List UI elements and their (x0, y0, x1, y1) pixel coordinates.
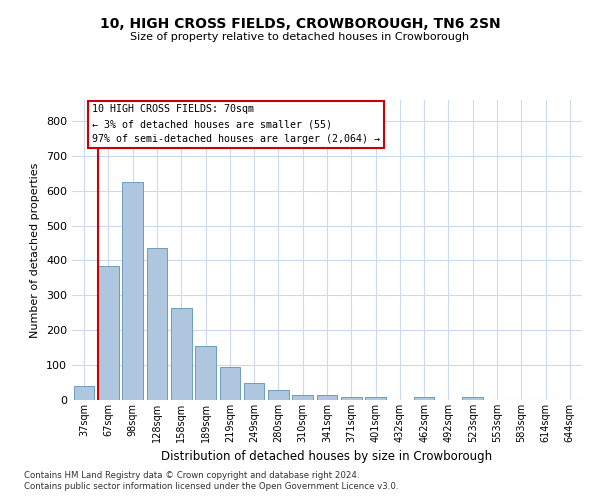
Bar (146, 248, 167, 400)
Text: 10 HIGH CROSS FIELDS: 70sqm
← 3% of detached houses are smaller (55)
97% of semi: 10 HIGH CROSS FIELDS: 70sqm ← 3% of deta… (92, 104, 380, 144)
Bar (292, 395, 313, 400)
Bar (195, 346, 216, 400)
Bar (463, 397, 483, 400)
Text: 10, HIGH CROSS FIELDS, CROWBOROUGH, TN6 2SN: 10, HIGH CROSS FIELDS, CROWBOROUGH, TN6 … (100, 18, 500, 32)
Bar (220, 367, 240, 400)
Bar (414, 396, 434, 400)
Y-axis label: Number of detached properties: Number of detached properties (31, 162, 40, 338)
Bar (244, 382, 265, 400)
Bar (268, 390, 289, 400)
Text: Size of property relative to detached houses in Crowborough: Size of property relative to detached ho… (130, 32, 470, 42)
X-axis label: Distribution of detached houses by size in Crowborough: Distribution of detached houses by size … (161, 450, 493, 464)
Bar (74, 386, 94, 400)
Text: Contains HM Land Registry data © Crown copyright and database right 2024.: Contains HM Land Registry data © Crown c… (24, 471, 359, 480)
Bar (171, 308, 191, 400)
Bar (341, 396, 362, 400)
Bar (98, 266, 119, 400)
Bar (365, 396, 386, 400)
Bar (122, 182, 143, 400)
Text: Contains public sector information licensed under the Open Government Licence v3: Contains public sector information licen… (24, 482, 398, 491)
Bar (317, 395, 337, 400)
